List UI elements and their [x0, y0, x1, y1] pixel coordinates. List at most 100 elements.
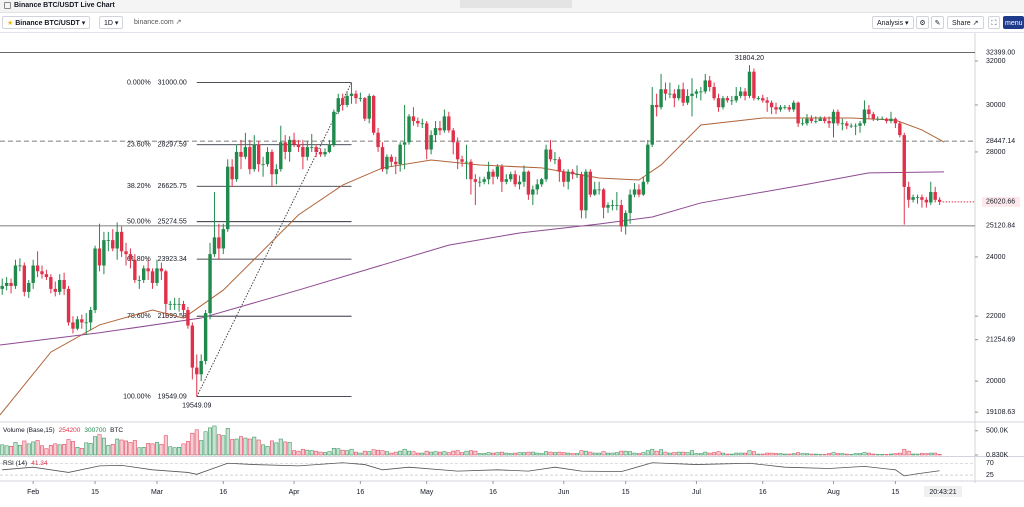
volume-bar — [871, 453, 876, 456]
candle-body — [27, 282, 31, 292]
candle-body — [893, 118, 898, 124]
volume-bar — [756, 453, 761, 456]
candle-body — [0, 285, 4, 289]
settings-button[interactable]: ⚙ — [916, 16, 929, 29]
fullscreen-button[interactable]: ⛶ — [988, 16, 1000, 29]
candle-body — [796, 102, 800, 124]
candle-body — [902, 135, 906, 187]
volume-bar — [561, 452, 566, 456]
fib-value: 23923.34 — [158, 256, 187, 263]
volume-bar — [446, 452, 451, 456]
tab-strip — [460, 0, 572, 8]
volume-bar — [805, 453, 809, 456]
candle-body — [685, 95, 690, 103]
volume-bar — [115, 438, 120, 456]
price-axis-bg — [975, 33, 1024, 507]
analysis-button[interactable]: Analysis ▾ — [872, 16, 914, 29]
volume-bar — [800, 453, 805, 456]
candle-body — [822, 118, 827, 122]
candle-body — [539, 179, 544, 185]
candle-body — [526, 171, 531, 195]
candle-body — [340, 98, 345, 105]
candle-body — [575, 174, 579, 175]
candle-body — [84, 322, 88, 324]
volume-bar — [283, 441, 288, 456]
chart: 20000 22000 24000 28000 30000 32000 Feb 15 Mar 16… — [0, 33, 1024, 507]
candle-body — [924, 199, 929, 203]
volume-bar — [393, 451, 398, 456]
volume-bar — [141, 447, 146, 456]
volume-bar — [212, 425, 217, 456]
volume-bar — [911, 453, 916, 456]
y-tick-label: 30000 — [986, 102, 1006, 109]
candle-body — [792, 102, 796, 110]
candle-body — [212, 237, 217, 255]
candle-body — [504, 179, 508, 182]
share-button[interactable]: Share ↗ — [947, 16, 984, 29]
volume-bar — [460, 452, 465, 456]
volume-bar — [513, 452, 518, 456]
candle-body — [433, 128, 438, 136]
volume-bar — [150, 443, 155, 456]
volume-bar — [840, 453, 845, 456]
candle-body — [314, 147, 318, 152]
volume-last: 254200 — [58, 427, 81, 434]
candle-body — [747, 71, 752, 96]
candle-body — [778, 107, 783, 110]
volume-bar — [177, 447, 182, 456]
candle-body — [827, 121, 831, 124]
volume-bar — [902, 448, 907, 456]
volume-bar — [278, 438, 283, 456]
candle-body — [840, 123, 845, 125]
volume-bar — [199, 440, 204, 456]
volume-bar — [522, 452, 526, 456]
volume-tick-label: 500.0K — [986, 428, 1009, 435]
volume-bar — [438, 451, 442, 456]
source-link[interactable]: binance.com ↗ — [134, 19, 182, 26]
interval-button[interactable]: 1D ▾ — [99, 16, 124, 29]
volume-bar — [654, 450, 659, 456]
volume-bar — [597, 452, 602, 456]
draw-button[interactable]: ✎ — [931, 16, 944, 29]
volume-bar — [579, 450, 584, 456]
last-price-label: 26020.66 — [986, 199, 1015, 206]
volume-bar — [712, 452, 717, 456]
symbol: Binance BTC/USDT — [15, 20, 80, 27]
volume-bar — [694, 453, 699, 456]
volume-bar — [628, 451, 633, 456]
candle-body — [677, 89, 681, 99]
volume-bar — [44, 448, 49, 456]
volume-bar — [508, 453, 513, 456]
volume-bar — [495, 452, 500, 456]
candle-body — [650, 104, 654, 145]
volume-bar — [570, 453, 575, 456]
volume-bar — [747, 450, 752, 456]
candle-body — [654, 104, 659, 108]
candle-body — [845, 123, 849, 126]
candle-body — [349, 93, 354, 96]
candle-body — [137, 280, 141, 281]
volume-bar — [190, 432, 195, 456]
candle-body — [411, 116, 416, 122]
menu-button[interactable]: menu — [1003, 16, 1024, 29]
candle-body — [80, 319, 84, 323]
candle-body — [323, 151, 327, 155]
volume-bar — [530, 451, 535, 456]
symbol-button[interactable]: ★ Binance BTC/USDT ▾ — [2, 16, 91, 29]
candle-body — [743, 91, 747, 96]
candle-body — [787, 107, 791, 110]
volume-bar — [384, 451, 389, 456]
candle-body — [177, 303, 181, 305]
x-tick-label: Mar — [151, 489, 164, 496]
volume-bar — [155, 442, 159, 456]
time-label-bg — [924, 486, 962, 497]
price-level-label: 32399.00 — [986, 49, 1015, 56]
candle-body — [13, 265, 18, 286]
volume-bar — [252, 436, 257, 456]
extreme-label: 19549.09 — [182, 402, 211, 409]
candle-body — [517, 181, 522, 185]
title-bar: Binance BTC/USDT Live Chart — [0, 0, 1024, 13]
candle-body — [814, 121, 818, 122]
volume-bar — [636, 453, 641, 456]
